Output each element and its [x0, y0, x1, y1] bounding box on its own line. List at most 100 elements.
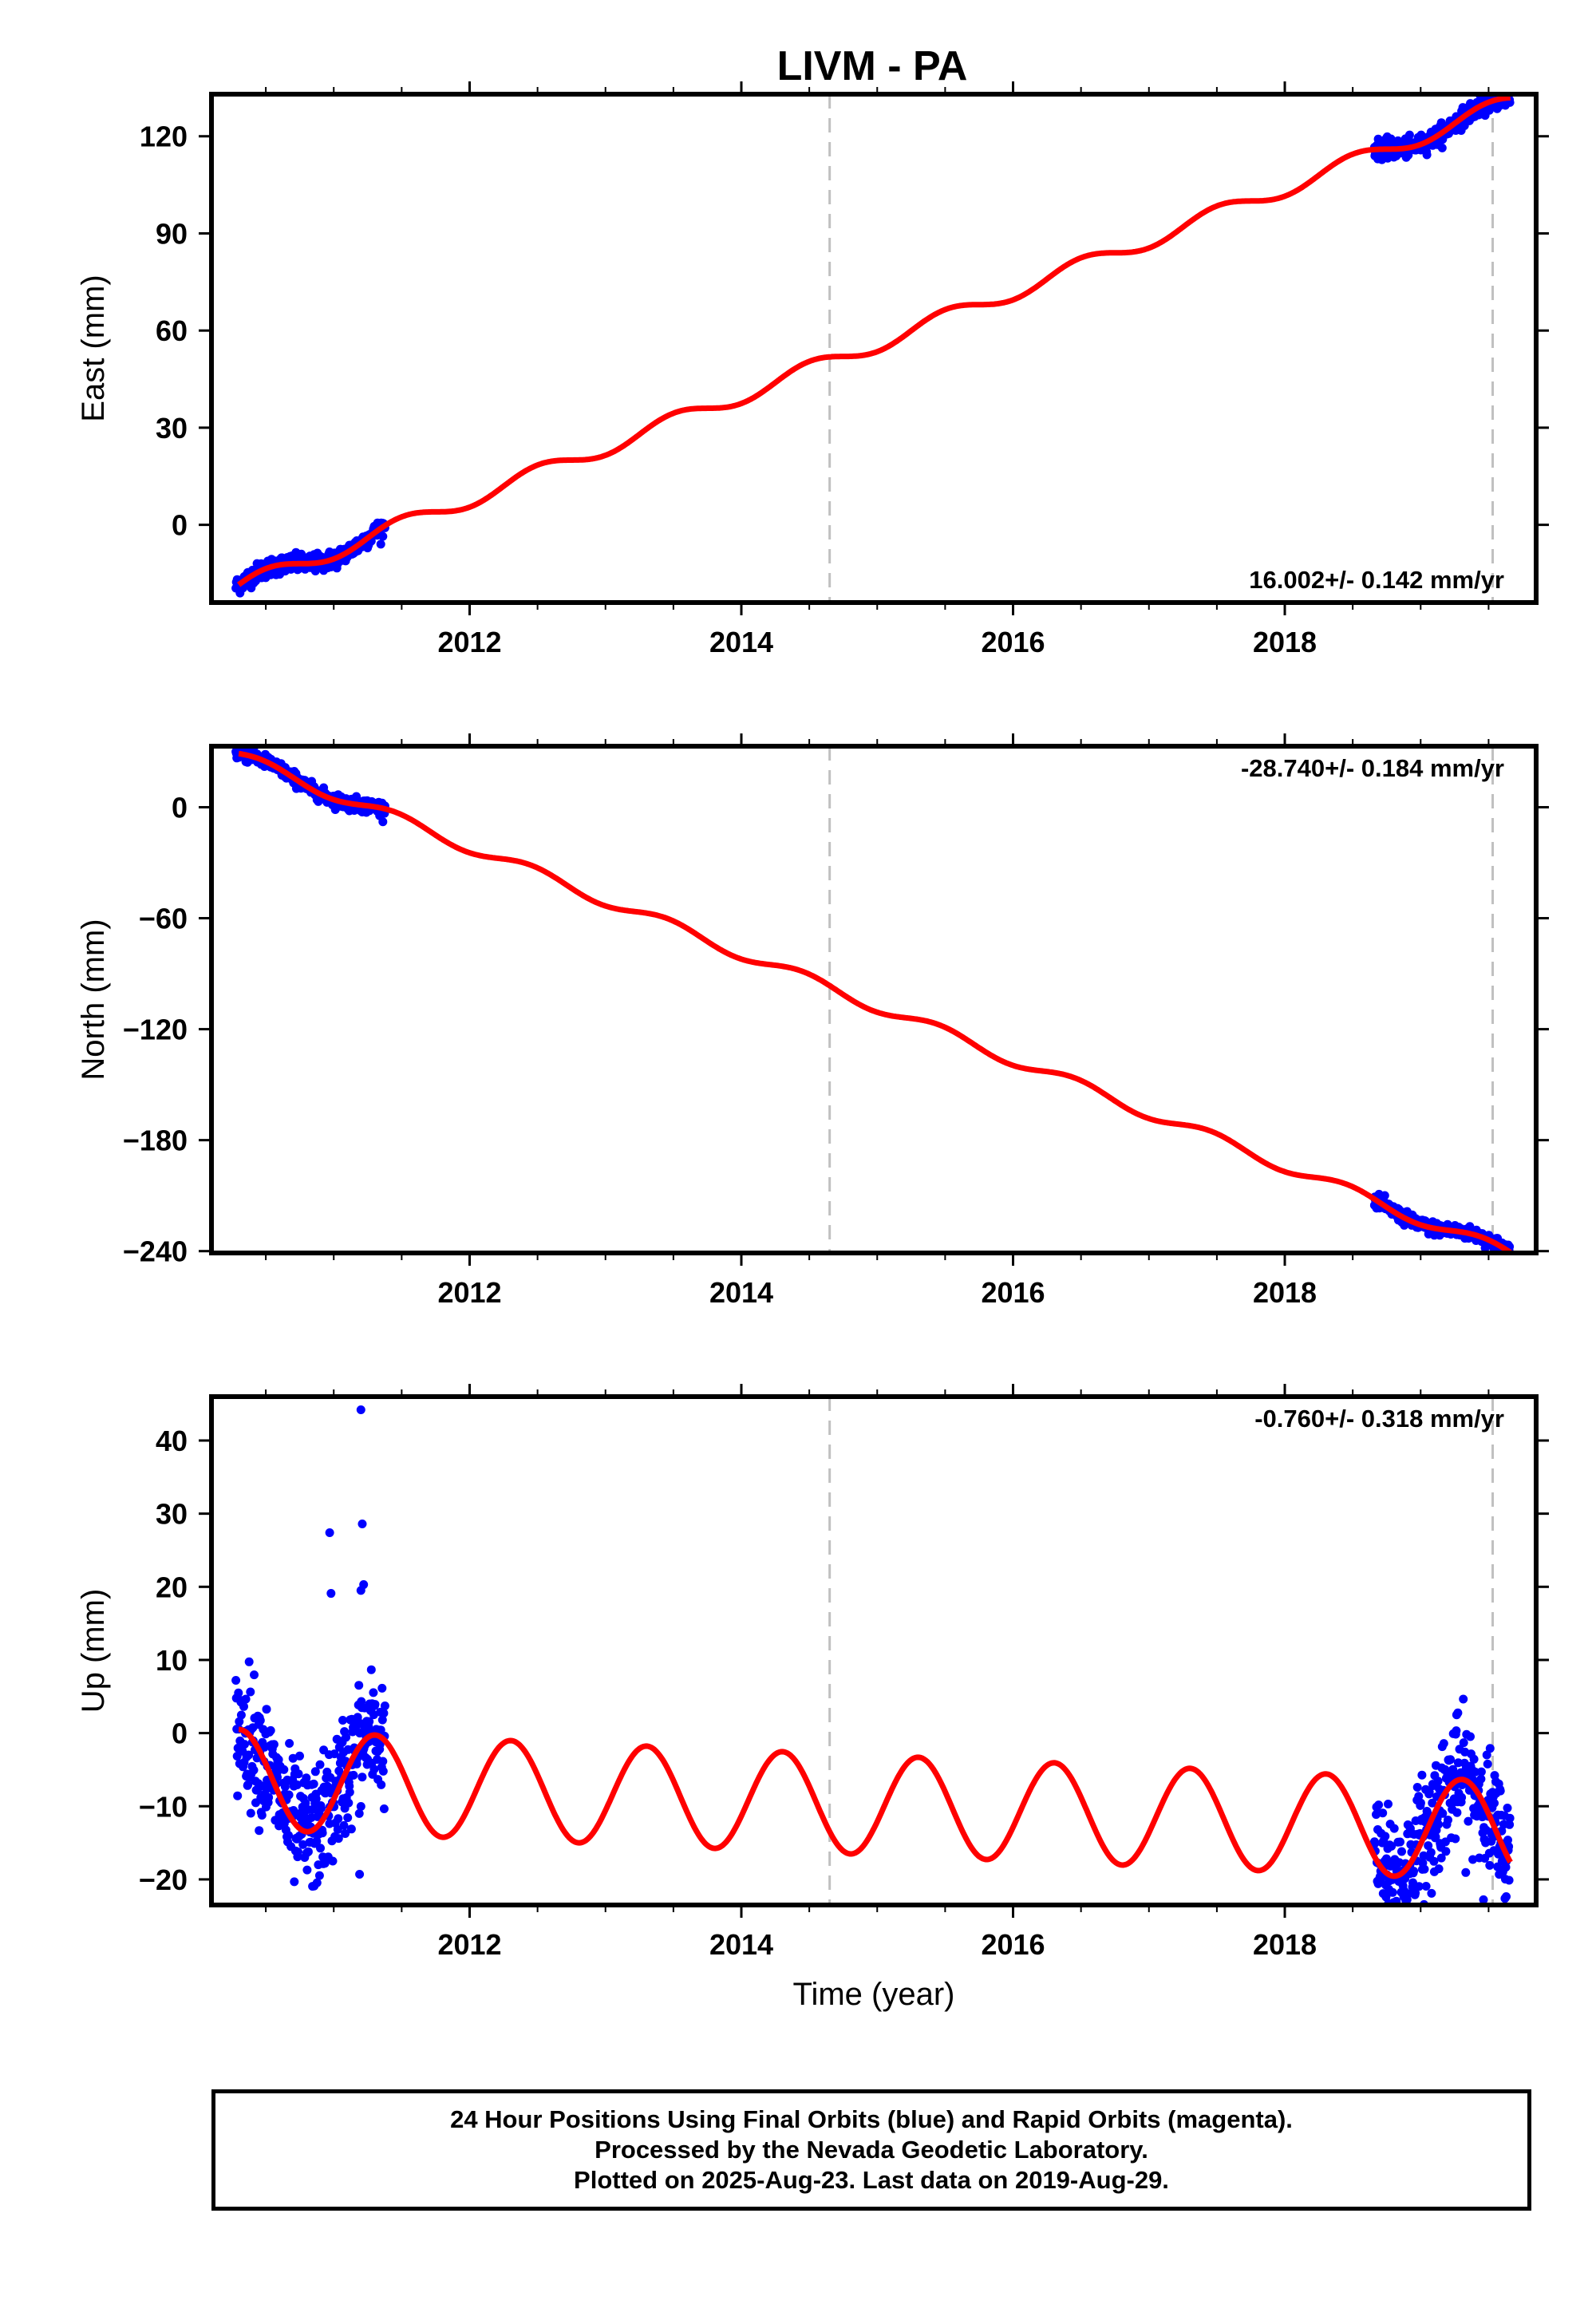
data-point: [1459, 1694, 1468, 1704]
data-point: [1503, 1804, 1512, 1812]
data-point: [312, 1878, 322, 1887]
data-point: [1451, 1834, 1460, 1844]
footer-box: 24 Hour Positions Using Final Orbits (bl…: [211, 2089, 1531, 2211]
data-point: [1414, 1925, 1423, 1934]
data-point: [1378, 1808, 1388, 1818]
data-point: [1482, 1750, 1491, 1760]
model-line: [236, 94, 1512, 587]
data-point: [1384, 1800, 1393, 1808]
data-points: [231, 746, 1515, 1253]
data-point: [1505, 1813, 1515, 1823]
data-point: [1453, 1758, 1463, 1768]
rate-label: -0.760+/- 0.318 mm/yr: [1254, 1405, 1504, 1433]
data-point: [1433, 1777, 1443, 1786]
x-tick-label: 2018: [1253, 1928, 1317, 1961]
data-point: [328, 1856, 338, 1866]
data-point: [249, 1765, 259, 1775]
y-tick-label: −10: [139, 1790, 188, 1823]
data-point: [1434, 1820, 1444, 1829]
data-point: [1424, 1787, 1434, 1796]
data-point: [1416, 1798, 1425, 1808]
data-point: [365, 1717, 374, 1726]
model-line: [237, 750, 1512, 1253]
data-point: [1412, 1783, 1422, 1792]
data-point: [246, 1808, 255, 1818]
data-point: [257, 1811, 267, 1820]
data-point: [344, 1798, 354, 1808]
y-tick-label: −20: [139, 1863, 188, 1896]
data-point: [314, 1871, 324, 1880]
data-points: [231, 1405, 1515, 1934]
data-point: [354, 1681, 364, 1690]
data-point: [378, 817, 388, 827]
data-point: [343, 1813, 353, 1823]
data-point: [244, 1750, 254, 1760]
data-point: [380, 1701, 389, 1710]
data-point: [317, 1804, 326, 1813]
data-point: [1469, 1754, 1479, 1764]
data-point: [1393, 1921, 1402, 1930]
x-tick-label: 2016: [981, 626, 1045, 658]
data-point: [1411, 1888, 1420, 1898]
data-point: [1479, 1895, 1488, 1904]
data-point: [312, 1836, 322, 1846]
data-point: [241, 1694, 251, 1704]
data-point: [1457, 1792, 1467, 1802]
data-point: [1417, 1770, 1427, 1780]
data-point: [1380, 1191, 1389, 1200]
data-point: [334, 1834, 343, 1844]
data-point: [1505, 1820, 1515, 1829]
y-tick-label: −60: [139, 903, 188, 935]
data-point: [356, 1405, 365, 1414]
data-point: [1452, 1808, 1462, 1817]
data-point: [369, 1688, 378, 1697]
y-tick-label: 30: [156, 412, 188, 445]
footer-line-1: 24 Hour Positions Using Final Orbits (bl…: [450, 2105, 1293, 2133]
data-point: [243, 1780, 253, 1789]
plot-frame: [209, 1394, 1539, 1907]
data-point: [236, 1710, 246, 1720]
data-point: [358, 1519, 367, 1528]
y-tick-label: 30: [156, 1498, 188, 1531]
data-point: [379, 1804, 389, 1813]
x-tick-label: 2016: [981, 1928, 1045, 1961]
data-point: [354, 1808, 364, 1818]
rate-label: 16.002+/- 0.142 mm/yr: [1249, 566, 1504, 594]
data-point: [1468, 1855, 1478, 1864]
data-point: [290, 1877, 299, 1887]
y-axis-label: East (mm): [76, 275, 111, 421]
footer-line-2: Processed by the Nevada Geodetic Laborat…: [595, 2136, 1148, 2164]
data-point: [309, 1779, 318, 1788]
data-point: [355, 1870, 365, 1879]
data-point: [280, 1782, 290, 1792]
data-point: [1387, 1841, 1396, 1851]
y-tick-label: 0: [172, 791, 188, 824]
data-point: [262, 1705, 271, 1714]
y-tick-label: 40: [156, 1425, 188, 1457]
data-point: [370, 1700, 380, 1709]
data-point: [1414, 1882, 1424, 1891]
x-tick-label: 2016: [981, 1276, 1045, 1309]
data-point: [338, 1716, 347, 1725]
data-point: [366, 1665, 376, 1674]
data-point: [234, 1688, 243, 1697]
data-point: [356, 1802, 365, 1811]
data-point: [1490, 1798, 1499, 1808]
data-point: [1452, 1726, 1461, 1736]
data-point: [1388, 1887, 1397, 1897]
data-point: [294, 1848, 302, 1856]
data-point: [294, 1769, 303, 1779]
y-axis-label: North (mm): [76, 919, 111, 1080]
y-tick-label: 0: [172, 509, 188, 542]
data-point: [1459, 1738, 1468, 1748]
figure-title: LIVM - PA: [777, 43, 968, 89]
data-point: [266, 1725, 275, 1735]
data-point: [1453, 1708, 1463, 1717]
data-point: [349, 1770, 358, 1780]
data-point: [298, 1840, 308, 1849]
data-point: [1498, 1922, 1507, 1931]
data-point: [1409, 1867, 1419, 1876]
data-point: [378, 1766, 388, 1776]
data-point: [1438, 1808, 1448, 1818]
panel-up: −20 −10 0 10 20 30 40 2012 2014 2016 2018 Up (mm) Ti…: [76, 1384, 1549, 2012]
